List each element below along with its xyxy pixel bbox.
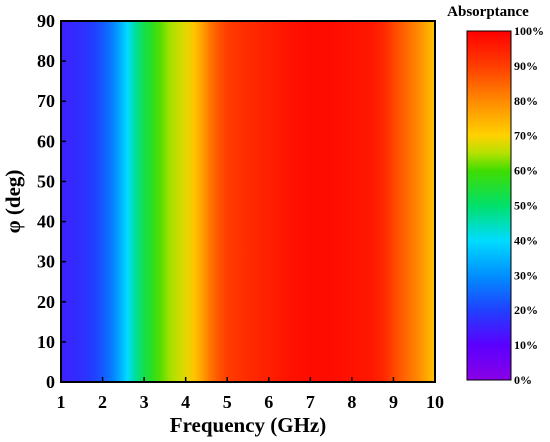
colorbar-tick-label: 60%	[514, 164, 538, 178]
x-tick-label: 6	[264, 392, 273, 412]
y-tick-label: 90	[37, 11, 55, 31]
y-tick-label: 70	[37, 91, 55, 111]
colorbar-tick-label: 70%	[514, 129, 538, 143]
colorbar-ticks: 0% 10% 20% 30% 40% 50% 60% 70% 80% 90% 100%	[514, 24, 544, 387]
absorptance-heatmap	[61, 21, 435, 382]
x-tick-label: 9	[389, 392, 398, 412]
y-tick-label: 30	[37, 252, 55, 272]
y-tick-label: 10	[37, 332, 55, 352]
plot-frame	[60, 20, 436, 383]
x-tick-label: 1	[57, 392, 66, 412]
x-tick-label: 2	[98, 392, 107, 412]
y-tick-label: 0	[46, 372, 55, 392]
colorbar-frame	[466, 30, 512, 381]
y-tick-label: 60	[37, 131, 55, 151]
colorbar-tick-label: 100%	[514, 24, 544, 38]
y-axis-title: φ (deg)	[1, 170, 25, 234]
x-tick-label: 7	[306, 392, 315, 412]
y-axis: 0 10 20 30 40 50 60 70 80 90	[37, 11, 66, 392]
colorbar: 0% 10% 20% 30% 40% 50% 60% 70% 80% 90% 100% Absorp…	[447, 4, 544, 387]
colorbar-tick-label: 40%	[514, 233, 538, 247]
colorbar-tick-label: 0%	[514, 373, 532, 387]
y-tick-label: 20	[37, 292, 55, 312]
colorbar-tick-label: 20%	[514, 303, 538, 317]
colorbar-tick-label: 10%	[514, 338, 538, 352]
colorbar-tick-label: 30%	[514, 268, 538, 282]
x-tick-label: 3	[140, 392, 149, 412]
colorbar-tick-label: 50%	[514, 199, 538, 213]
y-tick-label: 50	[37, 171, 55, 191]
colorbar-title: Absorptance	[447, 4, 529, 20]
colorbar-tick-label: 90%	[514, 59, 538, 73]
x-tick-label: 4	[181, 392, 190, 412]
colorbar-scale	[467, 31, 511, 380]
plot-area	[60, 20, 436, 383]
x-axis: 1 2 3 4 5 6 7 8 9 10	[57, 377, 444, 412]
x-tick-label: 5	[223, 392, 232, 412]
x-axis-title: Frequency (GHz)	[170, 413, 327, 437]
y-tick-label: 40	[37, 212, 55, 232]
y-tick-label: 80	[37, 51, 55, 71]
colorbar-tick-label: 80%	[514, 94, 538, 108]
x-tick-label: 10	[426, 392, 444, 412]
x-tick-label: 8	[347, 392, 356, 412]
